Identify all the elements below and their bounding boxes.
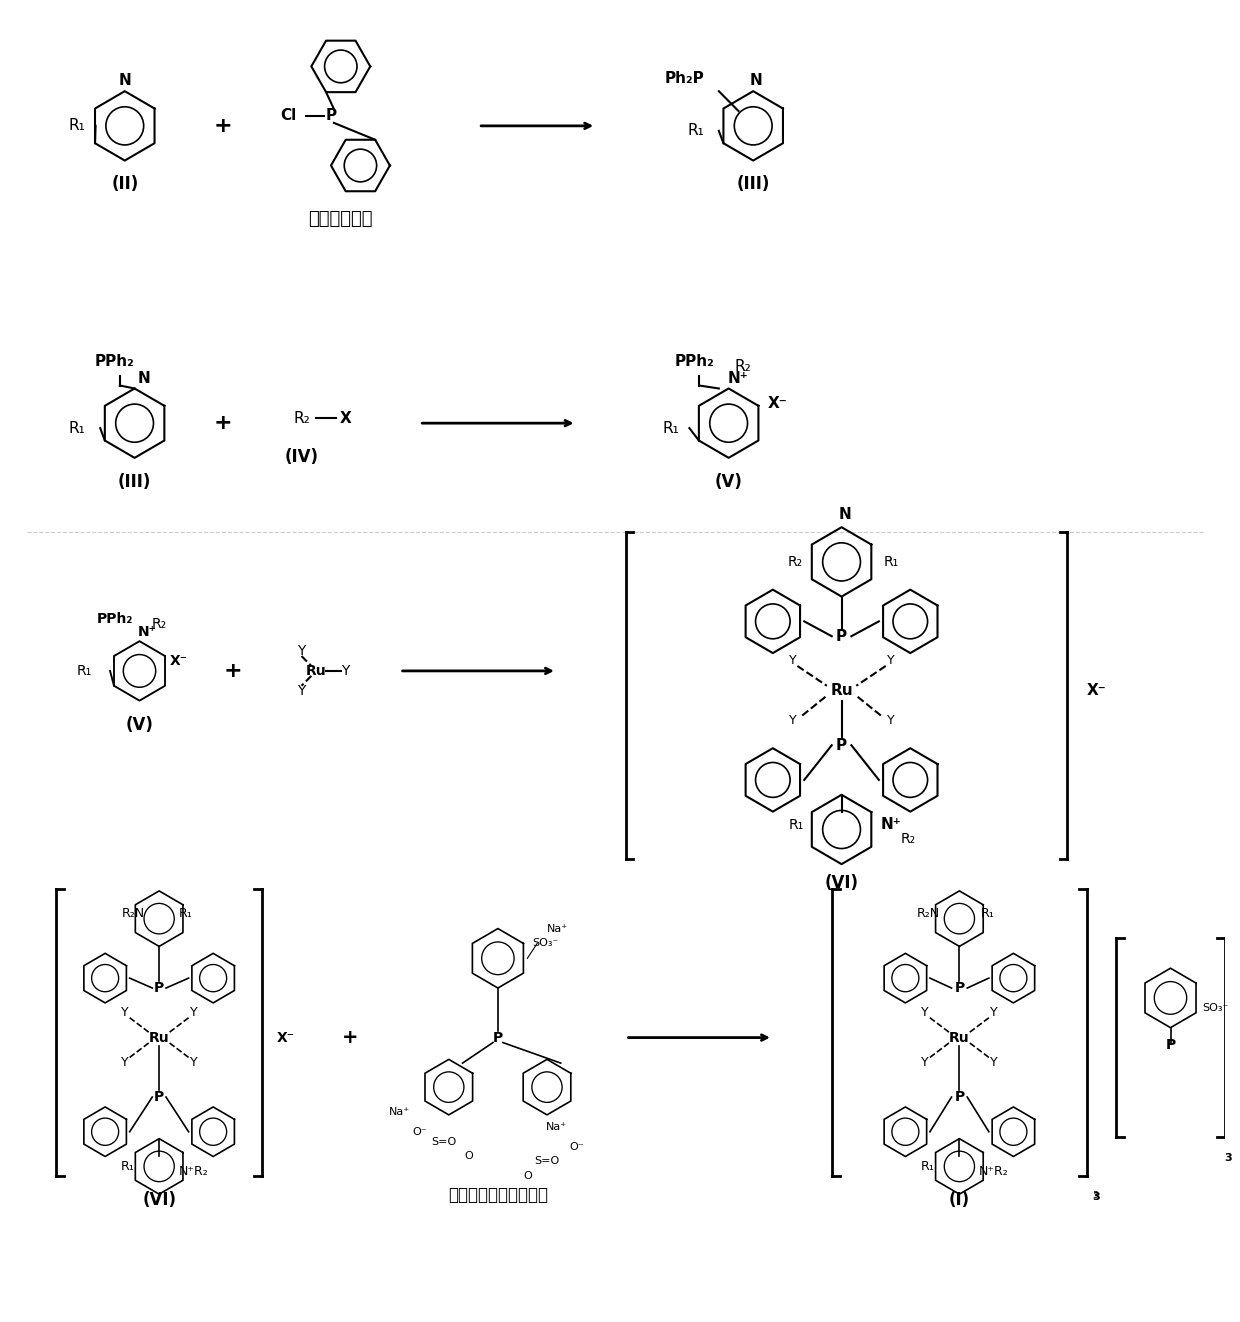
Text: Y: Y bbox=[990, 1056, 997, 1069]
Text: (III): (III) bbox=[118, 473, 151, 490]
Text: P: P bbox=[836, 738, 847, 752]
Text: R₁: R₁ bbox=[687, 123, 704, 139]
Text: N: N bbox=[750, 73, 763, 89]
Text: 二苯基氯化膚: 二苯基氯化膚 bbox=[309, 210, 373, 229]
Text: (IV): (IV) bbox=[284, 448, 319, 465]
Text: R₁: R₁ bbox=[68, 420, 86, 436]
Text: R₂N: R₂N bbox=[122, 907, 144, 920]
Text: Ru: Ru bbox=[949, 1031, 970, 1044]
Text: S=O: S=O bbox=[534, 1157, 559, 1166]
Text: X: X bbox=[340, 411, 352, 426]
Text: N⁺: N⁺ bbox=[138, 625, 156, 640]
Text: +: + bbox=[213, 116, 232, 136]
Text: Y: Y bbox=[789, 714, 796, 727]
Text: P: P bbox=[955, 981, 965, 995]
Text: PPh₂: PPh₂ bbox=[675, 354, 714, 369]
Text: P: P bbox=[492, 1031, 503, 1044]
Text: X⁻: X⁻ bbox=[1087, 683, 1107, 698]
Text: Y: Y bbox=[789, 654, 796, 668]
Text: R₁: R₁ bbox=[179, 907, 192, 920]
Text: PPh₂: PPh₂ bbox=[95, 354, 135, 369]
Text: +: + bbox=[213, 414, 232, 434]
Text: X⁻: X⁻ bbox=[768, 395, 787, 411]
Text: R₂: R₂ bbox=[293, 411, 310, 426]
Text: R₁: R₁ bbox=[921, 1159, 935, 1173]
Text: (V): (V) bbox=[125, 715, 154, 734]
Text: 三苯基膚三间磺酸钙盐: 三苯基膚三间磺酸钙盐 bbox=[448, 1186, 548, 1204]
Text: O: O bbox=[464, 1151, 472, 1162]
Text: ₃: ₃ bbox=[1092, 1186, 1100, 1204]
Text: P: P bbox=[955, 1091, 965, 1104]
Text: R₁: R₁ bbox=[789, 817, 805, 832]
Text: Y: Y bbox=[122, 1056, 129, 1069]
Text: +: + bbox=[223, 661, 242, 681]
Text: +: + bbox=[342, 1029, 358, 1047]
Text: Y: Y bbox=[298, 683, 306, 698]
Text: (I): (I) bbox=[949, 1191, 970, 1210]
Text: R₁: R₁ bbox=[663, 420, 680, 436]
Text: Na⁺: Na⁺ bbox=[547, 1122, 568, 1132]
Text: N⁺: N⁺ bbox=[880, 817, 901, 832]
Text: P: P bbox=[1166, 1038, 1176, 1051]
Text: R₁: R₁ bbox=[884, 555, 899, 568]
Text: X⁻: X⁻ bbox=[170, 654, 187, 668]
Text: Y: Y bbox=[190, 1056, 197, 1069]
Text: R₁: R₁ bbox=[120, 1159, 135, 1173]
Text: O⁻: O⁻ bbox=[412, 1126, 427, 1137]
Text: (VI): (VI) bbox=[825, 874, 858, 892]
Text: SO₃⁻: SO₃⁻ bbox=[1202, 1003, 1229, 1013]
Text: (II): (II) bbox=[112, 176, 139, 193]
Text: P: P bbox=[836, 629, 847, 644]
Text: Ru: Ru bbox=[831, 683, 853, 698]
Text: PPh₂: PPh₂ bbox=[97, 612, 133, 627]
Text: Y: Y bbox=[298, 644, 306, 658]
Text: P: P bbox=[325, 108, 336, 123]
Text: P: P bbox=[154, 1091, 164, 1104]
Text: Y: Y bbox=[990, 1006, 997, 1019]
Text: R₂: R₂ bbox=[900, 833, 915, 846]
Text: R₂: R₂ bbox=[787, 555, 802, 568]
Text: R₂: R₂ bbox=[735, 358, 751, 374]
Text: Y: Y bbox=[921, 1056, 929, 1069]
Text: N: N bbox=[118, 73, 131, 89]
Text: (V): (V) bbox=[714, 473, 743, 490]
Text: X⁻: X⁻ bbox=[277, 1031, 295, 1044]
Text: Ru: Ru bbox=[306, 664, 326, 678]
Text: O⁻: O⁻ bbox=[569, 1142, 584, 1151]
Text: ₃: ₃ bbox=[1092, 1186, 1097, 1202]
Text: Ru: Ru bbox=[149, 1031, 170, 1044]
Text: ₃: ₃ bbox=[1225, 1146, 1233, 1165]
Text: S=O: S=O bbox=[432, 1137, 456, 1146]
Text: Ph₂P: Ph₂P bbox=[665, 71, 704, 86]
Text: O: O bbox=[523, 1171, 532, 1182]
Text: (VI): (VI) bbox=[143, 1191, 176, 1210]
Text: P: P bbox=[154, 981, 164, 995]
Text: Y: Y bbox=[921, 1006, 929, 1019]
Text: R₂: R₂ bbox=[151, 617, 166, 632]
Text: R₁: R₁ bbox=[981, 907, 994, 920]
Text: (III): (III) bbox=[737, 176, 770, 193]
Text: Na⁺: Na⁺ bbox=[547, 924, 568, 933]
Text: Y: Y bbox=[190, 1006, 197, 1019]
Text: Y: Y bbox=[887, 714, 894, 727]
Text: N⁺R₂: N⁺R₂ bbox=[980, 1165, 1009, 1178]
Text: R₁: R₁ bbox=[77, 664, 92, 678]
Text: Y: Y bbox=[887, 654, 894, 668]
Text: Y: Y bbox=[341, 664, 350, 678]
Text: R₂N: R₂N bbox=[916, 907, 940, 920]
Text: N⁺R₂: N⁺R₂ bbox=[179, 1165, 208, 1178]
Text: Y: Y bbox=[122, 1006, 129, 1019]
Text: SO₃⁻: SO₃⁻ bbox=[532, 939, 559, 948]
Text: N: N bbox=[838, 508, 851, 522]
Text: N: N bbox=[138, 370, 150, 386]
Text: Cl: Cl bbox=[280, 108, 296, 123]
Text: N⁺: N⁺ bbox=[728, 371, 749, 386]
Text: R₁: R₁ bbox=[68, 119, 86, 134]
Text: Na⁺: Na⁺ bbox=[389, 1107, 410, 1117]
